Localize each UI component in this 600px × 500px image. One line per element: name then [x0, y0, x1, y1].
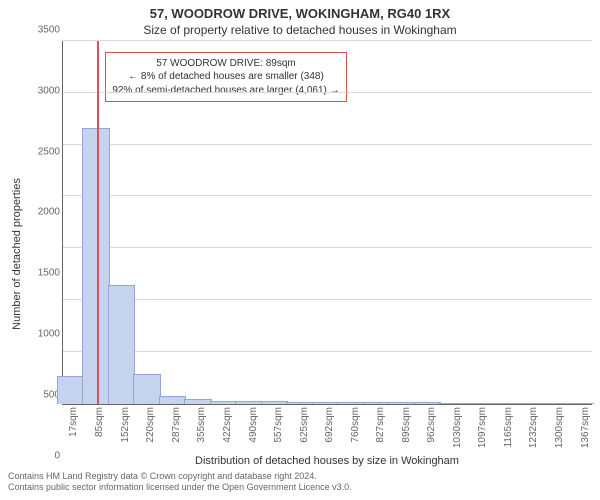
gridline	[63, 351, 592, 352]
histogram-bar	[516, 403, 544, 404]
x-tick: 152sqm	[120, 407, 131, 443]
y-tick: 2500	[38, 146, 60, 157]
footer: Contains HM Land Registry data © Crown c…	[8, 471, 592, 494]
y-tick: 3500	[38, 25, 60, 36]
plot-area: 57 WOODROW DRIVE: 89sqm ← 8% of detached…	[62, 41, 592, 405]
x-tick: 1300sqm	[554, 407, 565, 448]
histogram-bar	[465, 403, 493, 404]
histogram-bar	[210, 401, 238, 404]
gridline	[63, 195, 592, 196]
x-tick: 692sqm	[324, 407, 335, 443]
gridline	[63, 247, 592, 248]
page-title: 57, WOODROW DRIVE, WOKINGHAM, RG40 1RX	[8, 6, 592, 21]
x-tick: 85sqm	[94, 407, 105, 437]
histogram-bar	[312, 402, 340, 404]
histogram-bar	[235, 401, 263, 404]
histogram-bar	[414, 402, 442, 403]
gridline	[63, 40, 592, 41]
histogram-bar	[388, 402, 416, 403]
x-tick: 17sqm	[68, 407, 79, 437]
subject-marker	[97, 41, 99, 404]
x-tick: 1030sqm	[452, 407, 463, 448]
y-tick: 1000	[38, 329, 60, 340]
x-tick: 355sqm	[196, 407, 207, 443]
y-tick: 2000	[38, 207, 60, 218]
histogram-bar	[567, 403, 595, 404]
x-tick: 827sqm	[375, 407, 386, 443]
x-tick: 1232sqm	[528, 407, 539, 448]
histogram-bar	[57, 376, 85, 404]
x-tick: 557sqm	[273, 407, 284, 443]
chart: Number of detached properties 0500100015…	[8, 41, 592, 467]
x-tick: 1165sqm	[503, 407, 514, 447]
x-tick: 760sqm	[350, 407, 361, 443]
footer-line-2: Contains public sector information licen…	[8, 482, 592, 494]
x-axis-ticks: 17sqm 85sqm 152sqm 220sqm 287sqm 355sqm 422sqm…	[62, 407, 592, 455]
y-tick: 3000	[38, 85, 60, 96]
footer-line-1: Contains HM Land Registry data © Crown c…	[8, 471, 592, 483]
callout-line-2: ← 8% of detached houses are smaller (348…	[112, 70, 339, 84]
histogram-bar	[439, 403, 467, 404]
histogram-bar	[286, 402, 314, 404]
x-tick: 625sqm	[299, 407, 310, 443]
callout-line-1: 57 WOODROW DRIVE: 89sqm	[112, 57, 339, 71]
histogram-bar	[159, 396, 187, 403]
gridline	[63, 144, 592, 145]
histogram-bar	[337, 402, 365, 403]
x-tick: 1097sqm	[477, 407, 488, 448]
page-subtitle: Size of property relative to detached ho…	[8, 23, 592, 37]
gridline	[63, 299, 592, 300]
x-tick: 962sqm	[426, 407, 437, 443]
x-tick: 1367sqm	[580, 407, 591, 448]
callout-box: 57 WOODROW DRIVE: 89sqm ← 8% of detached…	[105, 52, 346, 103]
histogram-bar	[261, 401, 289, 403]
x-axis-label: Distribution of detached houses by size …	[62, 455, 592, 467]
gridline	[63, 92, 592, 93]
x-tick: 490sqm	[248, 407, 259, 443]
x-tick: 895sqm	[401, 407, 412, 443]
y-axis-label: Number of detached properties	[11, 178, 23, 330]
x-tick: 287sqm	[171, 407, 182, 443]
histogram-bar	[133, 374, 161, 404]
histogram-bar	[184, 399, 212, 404]
y-tick: 1500	[38, 268, 60, 279]
histogram-bar	[541, 403, 569, 404]
y-tick: 0	[54, 450, 60, 461]
x-tick: 220sqm	[145, 407, 156, 443]
histogram-bar	[108, 285, 136, 404]
callout-line-3: 92% of semi-detached houses are larger (…	[112, 84, 339, 98]
histogram-bar	[363, 402, 391, 403]
x-tick: 422sqm	[222, 407, 233, 443]
histogram-bar	[490, 403, 518, 404]
